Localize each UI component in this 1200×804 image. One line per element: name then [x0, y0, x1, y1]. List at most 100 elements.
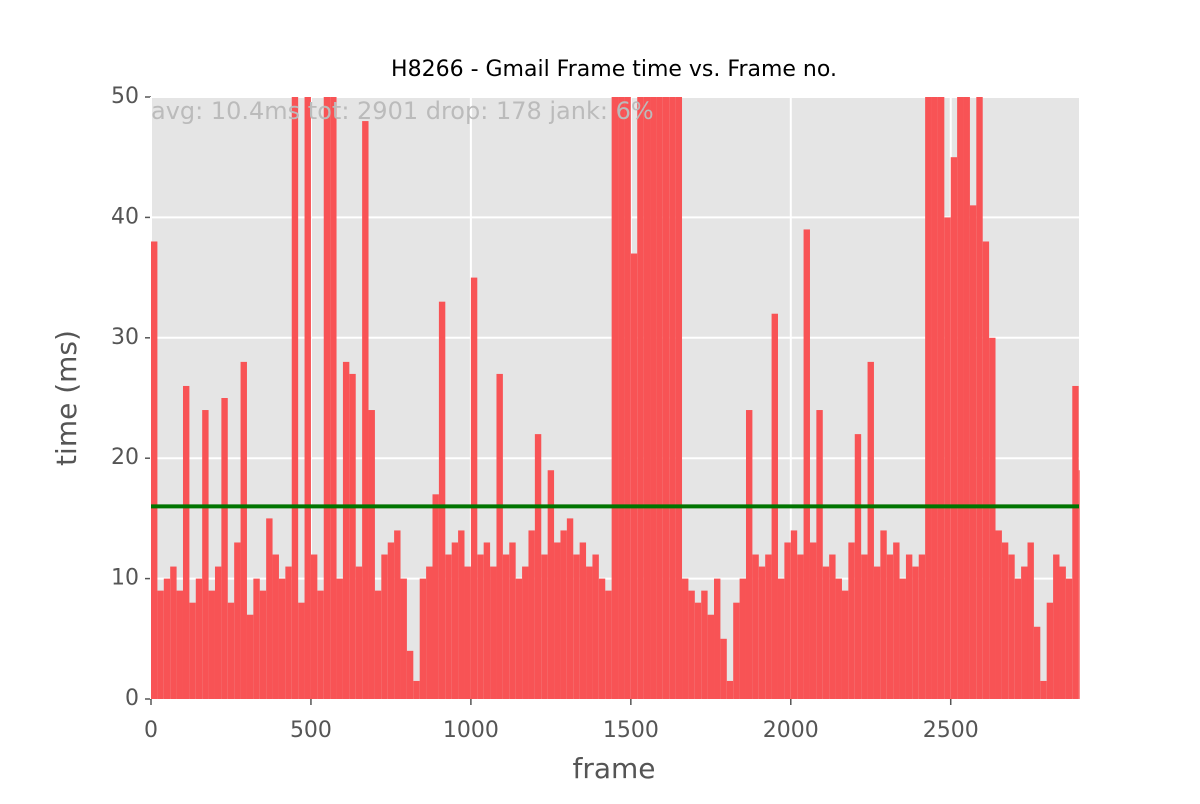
- bar: [745, 410, 753, 699]
- bar: [259, 590, 267, 699]
- bar: [1021, 566, 1028, 699]
- bar: [502, 554, 510, 699]
- bar: [189, 602, 196, 699]
- bar: [701, 590, 708, 699]
- bar: [918, 554, 926, 699]
- bar: [630, 253, 638, 699]
- bar: [490, 566, 497, 699]
- bar: [662, 97, 670, 699]
- bar: [637, 97, 644, 699]
- bar: [618, 97, 625, 699]
- bar: [227, 602, 235, 699]
- bar: [937, 97, 945, 699]
- bar: [598, 578, 606, 699]
- bar: [208, 590, 215, 699]
- bar: [310, 554, 318, 699]
- bar: [368, 410, 375, 699]
- bar: [285, 566, 292, 699]
- bar: [586, 566, 593, 699]
- bar: [976, 97, 983, 699]
- bar: [912, 566, 919, 699]
- bar: [624, 97, 631, 699]
- bar: [451, 542, 459, 699]
- bar: [176, 590, 183, 699]
- x-tick-label: 1500: [603, 718, 659, 743]
- y-tick-label: 0: [125, 686, 139, 711]
- bar: [458, 530, 465, 699]
- bar: [803, 229, 810, 699]
- bar: [669, 97, 676, 699]
- bar: [784, 542, 791, 699]
- bar: [573, 554, 580, 699]
- bar: [765, 554, 772, 699]
- bar: [867, 361, 874, 699]
- bar: [240, 361, 247, 699]
- bar: [886, 554, 894, 699]
- bar: [982, 241, 990, 700]
- bar: [170, 566, 177, 699]
- bar: [413, 680, 420, 699]
- bar: [151, 241, 158, 700]
- bar: [854, 434, 862, 699]
- bar: [758, 566, 766, 699]
- bar: [809, 542, 817, 699]
- bar: [336, 578, 343, 699]
- bar: [650, 97, 657, 699]
- bar: [1046, 602, 1054, 699]
- bar: [816, 410, 823, 699]
- bar: [374, 590, 382, 699]
- bar: [931, 97, 938, 699]
- bar: [304, 97, 311, 699]
- bar: [739, 578, 746, 699]
- bar: [1008, 554, 1015, 699]
- bar: [438, 301, 446, 699]
- y-axis-label: time (ms): [50, 330, 83, 466]
- bar: [266, 518, 273, 699]
- bar: [477, 554, 484, 699]
- bar: [387, 542, 395, 699]
- y-tick-label: 10: [111, 566, 139, 591]
- bar: [445, 554, 452, 699]
- bar: [464, 566, 471, 699]
- bar: [950, 157, 958, 699]
- bar: [534, 434, 542, 699]
- bar: [905, 554, 913, 699]
- bar: [246, 614, 254, 699]
- bar: [1040, 680, 1047, 699]
- bar: [253, 578, 260, 699]
- bar: [1033, 626, 1041, 699]
- bar: [522, 566, 529, 699]
- bar: [579, 542, 587, 699]
- bar: [841, 590, 849, 699]
- bar: [182, 385, 190, 699]
- bar: [528, 530, 535, 699]
- bar: [394, 530, 401, 699]
- bar: [298, 602, 305, 699]
- bar: [989, 337, 996, 699]
- bar: [714, 578, 721, 699]
- bar: [163, 578, 171, 699]
- bar: [362, 121, 369, 699]
- bar: [1059, 566, 1066, 699]
- bar: [202, 410, 209, 699]
- bar: [835, 578, 842, 699]
- bar: [611, 97, 619, 699]
- bar: [317, 590, 324, 699]
- x-axis-label: frame: [572, 752, 655, 785]
- bar: [272, 554, 279, 699]
- bar: [554, 542, 561, 699]
- bar: [899, 578, 906, 699]
- bar: [496, 373, 503, 699]
- bar: [733, 602, 740, 699]
- bar: [797, 554, 804, 699]
- bar: [957, 97, 964, 699]
- bar: [822, 566, 830, 699]
- bar: [694, 602, 702, 699]
- bar: [873, 566, 881, 699]
- bar: [470, 277, 478, 699]
- bar: [547, 470, 555, 699]
- bar: [1065, 578, 1073, 699]
- bar: [861, 554, 868, 699]
- bar: [419, 578, 427, 699]
- bar: [278, 578, 286, 699]
